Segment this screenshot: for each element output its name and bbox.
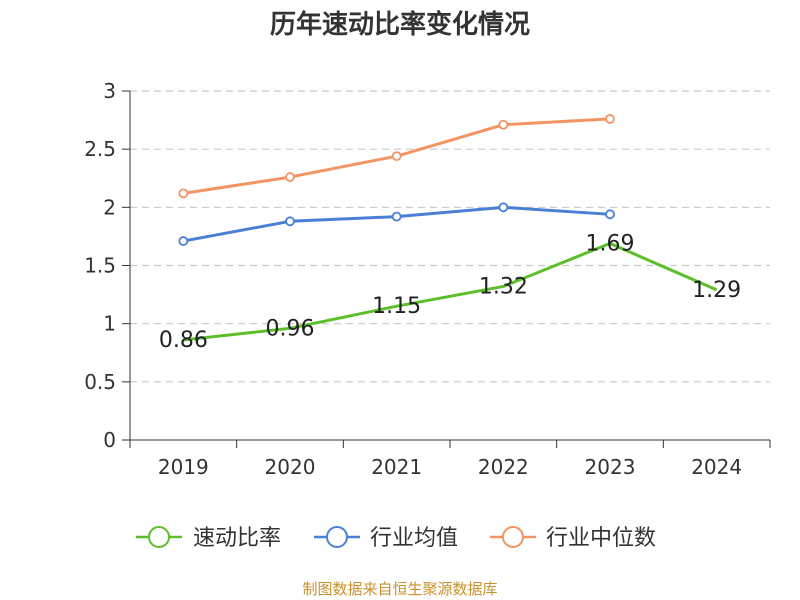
data-point bbox=[605, 209, 615, 220]
data-labels: 0.86 0.96 1.15 1.32 1.69 1.29 bbox=[159, 231, 741, 353]
data-point bbox=[178, 236, 189, 246]
data-label: 0.96 bbox=[266, 316, 315, 341]
source-note: 制图数据来自恒生聚源数据库 bbox=[302, 580, 498, 598]
data-point bbox=[285, 216, 295, 227]
data-point bbox=[285, 172, 295, 182]
data-point bbox=[605, 114, 615, 124]
legend-label[interactable]: 速动比率 bbox=[193, 526, 281, 551]
y-tick-label: 1.5 bbox=[84, 254, 116, 278]
legend-label[interactable]: 行业均值 bbox=[370, 526, 458, 551]
y-tick-label: 0 bbox=[103, 428, 116, 452]
series-lines bbox=[178, 114, 718, 342]
data-label: 1.32 bbox=[479, 274, 528, 299]
legend-marker bbox=[502, 526, 524, 548]
y-tick-label: 2.5 bbox=[84, 137, 116, 161]
legend[interactable]: 速动比率 行业均值 行业中位数 bbox=[136, 526, 656, 551]
data-label: 1.29 bbox=[692, 278, 741, 303]
x-tick-label: 2019 bbox=[158, 455, 209, 479]
legend-marker bbox=[148, 526, 170, 548]
data-point bbox=[178, 188, 189, 199]
data-point bbox=[391, 211, 402, 222]
legend-marker bbox=[326, 526, 348, 548]
grid-lines bbox=[130, 90, 770, 383]
data-point bbox=[498, 119, 509, 130]
x-tick-label: 2024 bbox=[691, 455, 742, 479]
x-tick-label: 2020 bbox=[265, 455, 316, 479]
y-tick-label: 1 bbox=[103, 312, 116, 336]
y-tick-label: 2 bbox=[103, 195, 116, 219]
x-tick-label: 2021 bbox=[371, 455, 422, 479]
y-tick-label: 3 bbox=[103, 79, 116, 103]
data-label: 1.15 bbox=[372, 294, 421, 319]
axes: 0 0.5 1 1.5 2 2.5 3 2019 2020 2021 2022 2023 2024 bbox=[84, 79, 771, 479]
data-point bbox=[391, 151, 402, 162]
x-tick-label: 2022 bbox=[478, 455, 529, 479]
data-point bbox=[498, 202, 509, 213]
y-tick-label: 0.5 bbox=[84, 370, 116, 394]
data-label: 1.69 bbox=[586, 231, 635, 256]
x-tick-label: 2023 bbox=[585, 455, 636, 479]
series-line-0 bbox=[183, 241, 718, 342]
data-label: 0.86 bbox=[159, 328, 208, 353]
legend-label[interactable]: 行业中位数 bbox=[546, 526, 656, 551]
chart-title: 历年速动比率变化情况 bbox=[269, 10, 530, 40]
